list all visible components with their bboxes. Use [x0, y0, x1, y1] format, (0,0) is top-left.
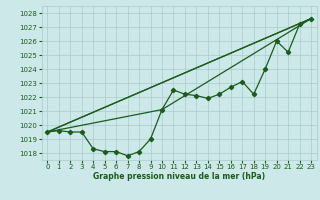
X-axis label: Graphe pression niveau de la mer (hPa): Graphe pression niveau de la mer (hPa) — [93, 172, 265, 181]
